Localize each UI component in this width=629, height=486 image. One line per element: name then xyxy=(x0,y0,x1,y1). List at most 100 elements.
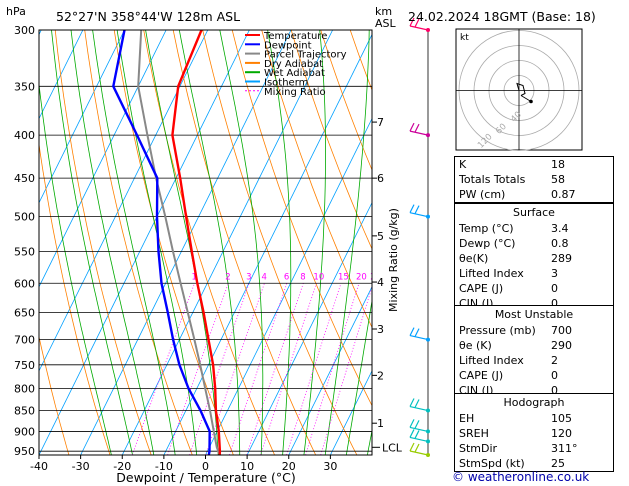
panel-row-value: 0.87 xyxy=(551,188,576,201)
temperature-tick-label: -20 xyxy=(113,460,131,473)
pressure-tick-label: 300 xyxy=(14,24,35,37)
wind-barb xyxy=(409,122,430,138)
panel-row: Totals Totals 58 xyxy=(455,172,613,187)
pressure-tick-label: 600 xyxy=(14,277,35,290)
mixing-ratio-line xyxy=(228,283,288,455)
legend-entry: Dewpoint xyxy=(245,40,312,51)
temperature-tick-label: -10 xyxy=(155,460,173,473)
dry-adiabat-line xyxy=(320,30,372,171)
legend-entry: Temperature xyxy=(245,31,327,42)
legend-label: Dewpoint xyxy=(264,40,312,51)
panel-row-label: Dewp (°C) xyxy=(459,237,516,250)
panel-row-label: Lifted Index xyxy=(459,267,524,280)
pressure-tick-label: 650 xyxy=(14,307,35,320)
temperature-tick-label: -30 xyxy=(72,460,90,473)
isotherm-line xyxy=(39,30,209,372)
panel-row: CAPE (J) 0 xyxy=(455,281,613,296)
temperature-tick-label: 0 xyxy=(202,460,209,473)
panel-row: SREH 120 xyxy=(455,426,613,441)
pressure-tick-label: 950 xyxy=(14,445,35,458)
pressure-tick-label: 900 xyxy=(14,425,35,438)
mixing-ratio-label: 4 xyxy=(261,272,266,282)
legend-label: Parcel Trajectory xyxy=(264,50,347,61)
isotherm-line xyxy=(288,285,372,455)
pressure-tick-label: 700 xyxy=(14,334,35,347)
panel-row: θe (K) 290 xyxy=(455,338,613,353)
location-title: 52°27'N 358°44'W 128m ASL xyxy=(56,9,240,24)
panel-row-label: K xyxy=(459,158,467,171)
most-unstable-title: Most Unstable xyxy=(494,308,574,321)
wind-barb xyxy=(409,419,430,434)
dry-adiabat-line xyxy=(261,30,372,329)
km-tick-label: 6 xyxy=(377,172,384,185)
dry-adiabat-line xyxy=(290,30,372,250)
panel-row: Dewp (°C) 0.8 xyxy=(455,236,613,251)
profile-line-temperature xyxy=(171,30,222,455)
mixing-ratio-label: 20 xyxy=(356,272,367,282)
profile-line-dewpoint xyxy=(112,30,211,455)
panel-row-value: 0 xyxy=(551,282,558,295)
panel-row-value: 3 xyxy=(551,267,558,280)
km-label: km xyxy=(375,5,392,18)
mixing-ratio-label: 6 xyxy=(284,272,289,282)
dry-adiabat-line xyxy=(54,30,152,455)
isotherm-line xyxy=(246,201,372,455)
x-axis-title: Dewpoint / Temperature (°C) xyxy=(116,470,295,485)
km-tick-label: 2 xyxy=(377,369,384,382)
panel-row-value: 290 xyxy=(551,339,572,352)
panel-row-value: 0 xyxy=(551,369,558,382)
pressure-tick-label: 550 xyxy=(14,245,35,258)
legend-entry: Parcel Trajectory xyxy=(245,50,347,61)
isotherm-line xyxy=(330,370,372,455)
panel-row-label: StmDir xyxy=(459,442,498,455)
isotherm-line xyxy=(80,30,292,455)
temperature-tick-label: 20 xyxy=(282,460,296,473)
panel-row-value: 18 xyxy=(551,158,565,171)
panel-row-value: 58 xyxy=(551,173,565,186)
pressure-tick-label: 400 xyxy=(14,129,35,142)
panel-row-value: 120 xyxy=(551,427,572,440)
surface-title: Surface xyxy=(513,206,555,219)
legend-label: Isotherm xyxy=(264,78,308,89)
asl-label: ASL xyxy=(375,17,397,30)
panel-row-value: 105 xyxy=(551,412,572,425)
storm-motion-dot xyxy=(529,99,533,104)
wind-barb xyxy=(409,442,430,457)
km-tick-label: 5 xyxy=(377,230,384,243)
pressure-tick-label: 500 xyxy=(14,211,35,224)
mixing-ratio-label: 25 xyxy=(370,272,381,282)
datetime-title: 24.02.2024 18GMT (Base: 18) xyxy=(408,9,596,24)
isotherm-line xyxy=(39,30,250,455)
storm-motion-vector xyxy=(520,95,532,102)
wind-barb xyxy=(409,398,430,413)
pressure-tick-label: 350 xyxy=(14,80,35,93)
wet-adiabat-line xyxy=(219,30,264,455)
panel-row-label: Totals Totals xyxy=(459,173,526,186)
isotherm-line xyxy=(163,33,372,455)
panel-row-label: Pressure (mb) xyxy=(459,324,536,337)
legend-label: Temperature xyxy=(263,31,327,42)
pressure-tick-label: 800 xyxy=(14,382,35,395)
panel-row-label: θe (K) xyxy=(459,339,492,352)
panel-row-label: Lifted Index xyxy=(459,354,524,367)
isotherm-line xyxy=(205,117,372,455)
copyright-text: © weatheronline.co.uk xyxy=(452,470,590,484)
panel-row-value: 289 xyxy=(551,252,572,265)
isotherm-line xyxy=(39,30,167,288)
legend-entry: Isotherm xyxy=(245,78,308,89)
surface-panel: Surface Temp (°C) 3.4 Dewp (°C) 0.8 θe(K) 289… xyxy=(454,203,614,312)
panel-row: Temp (°C) 3.4 xyxy=(455,221,613,236)
panel-row-value: 2 xyxy=(551,354,558,367)
panel-row: CAPE (J) 0 xyxy=(455,368,613,383)
km-tick-label: 4 xyxy=(377,276,384,289)
most-unstable-panel: Most Unstable Pressure (mb) 700 θe (K) 290 L… xyxy=(454,305,614,399)
temperature-tick-label: -40 xyxy=(30,460,48,473)
km-tick-label: 3 xyxy=(377,323,384,336)
wind-barb xyxy=(409,17,430,32)
km-tick-label: 7 xyxy=(377,116,384,129)
legend-label: Dry Adiabat xyxy=(264,59,323,70)
pressure-tick-label: 450 xyxy=(14,172,35,185)
panel-row: EH 105 xyxy=(455,411,613,426)
legend-entry: Wet Adiabat xyxy=(245,68,325,79)
